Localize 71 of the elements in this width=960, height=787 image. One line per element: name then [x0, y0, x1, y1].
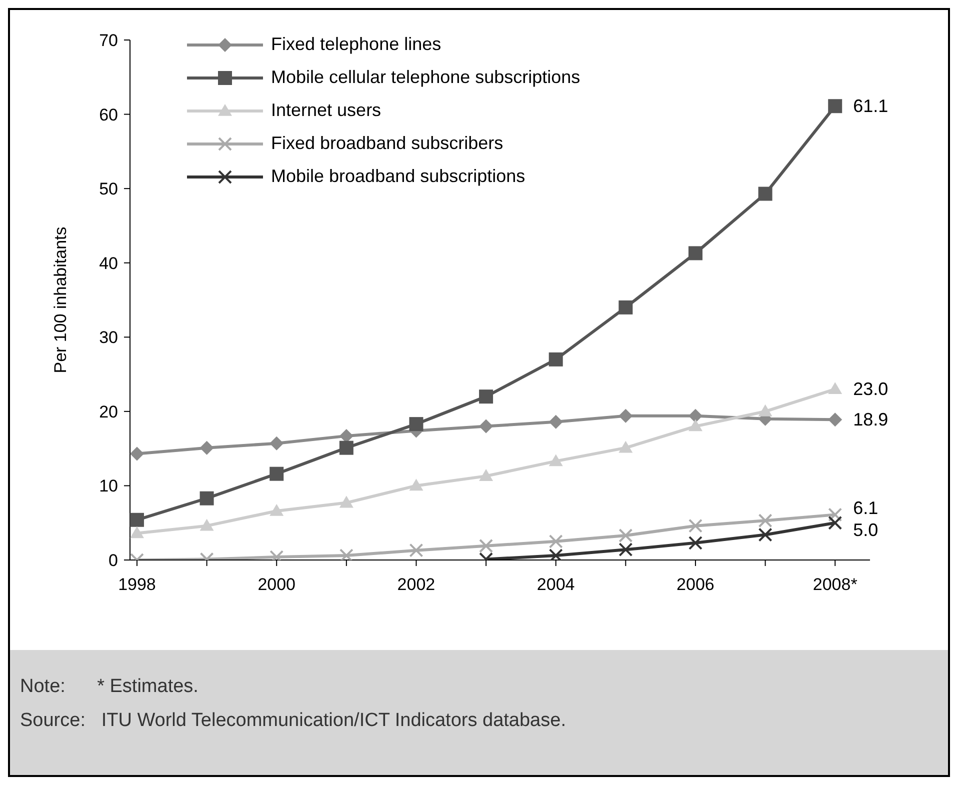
point: [688, 536, 702, 550]
point: [479, 390, 494, 404]
point: [479, 538, 494, 553]
y-tick-label: 0: [108, 551, 118, 570]
point: [828, 412, 842, 427]
point: [339, 428, 354, 443]
point: [618, 408, 633, 423]
source-note: Source: ITU World Telecommunication/ICT Indicators database.: [20, 709, 567, 733]
y-tick-label: 30: [99, 328, 118, 348]
data-label: 18.9: [853, 410, 888, 430]
point: [828, 516, 842, 530]
y-tick-label: 10: [99, 476, 118, 496]
x-tick-label: 2000: [258, 575, 296, 594]
x-tick-label: 2006: [676, 575, 714, 594]
point: [130, 526, 144, 538]
point: [270, 466, 284, 481]
legend-label: Fixed telephone lines: [271, 28, 442, 61]
point: [688, 246, 702, 260]
point: [479, 469, 494, 481]
point: [688, 518, 702, 533]
legend-label: Mobile broadband subscriptions: [271, 160, 526, 193]
y-tick-label: 70: [99, 31, 118, 50]
point: [758, 514, 772, 528]
point: [828, 99, 842, 114]
data-label: 5.0: [853, 520, 878, 540]
y-axis-title: Per 100 inhabitants: [51, 226, 70, 374]
point: [270, 504, 284, 516]
point: [548, 548, 563, 560]
point: [270, 436, 284, 450]
point: [688, 408, 702, 423]
point: [618, 528, 633, 542]
point: [548, 352, 563, 366]
point: [618, 542, 633, 557]
point: [548, 414, 563, 429]
point: [618, 440, 633, 453]
legend-label: Fixed broadband subscribers: [271, 127, 504, 160]
point: [548, 534, 563, 548]
point: [339, 496, 354, 508]
point: [758, 528, 772, 542]
point: [758, 404, 772, 416]
legend-label: Internet users: [271, 94, 382, 127]
data-label: 6.1: [853, 498, 878, 518]
y-tick-label: 20: [99, 402, 118, 422]
point: [828, 508, 842, 522]
legend-label: Mobile cellular telephone subscriptions: [271, 61, 580, 94]
x-tick-label: 2008*: [812, 575, 858, 594]
point: [479, 419, 494, 434]
y-tick-label: 40: [99, 254, 118, 273]
y-tick-label: 50: [99, 180, 118, 199]
point: [200, 518, 214, 531]
point: [200, 491, 214, 506]
point: [828, 382, 842, 394]
x-tick-label: 2004: [536, 575, 575, 594]
x-tick-label: 1998: [118, 575, 156, 594]
point: [409, 417, 424, 432]
y-tick-label: 60: [99, 105, 118, 124]
point: [339, 440, 354, 455]
point: [339, 548, 354, 560]
data-label: 23.0: [853, 379, 888, 400]
point: [758, 186, 772, 201]
point: [548, 454, 563, 466]
point: [409, 543, 424, 558]
point: [130, 512, 144, 527]
point: [200, 440, 214, 455]
point: [688, 419, 702, 432]
x-tick-label: 2002: [397, 575, 436, 594]
text: Note: * Estimates.: [20, 675, 200, 699]
point: [130, 446, 144, 461]
point: [409, 478, 424, 491]
point: [618, 300, 633, 314]
data-label: 61.1: [853, 96, 888, 116]
